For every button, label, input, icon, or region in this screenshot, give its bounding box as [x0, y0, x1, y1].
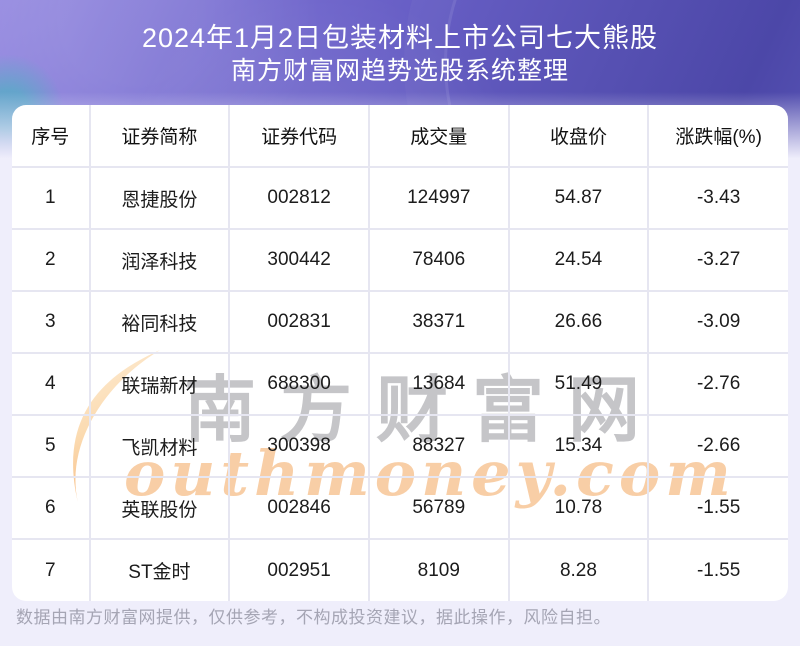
- table-row: 4 联瑞新材 688300 13684 51.49 -2.76: [12, 353, 788, 416]
- table-cell: 002846: [229, 477, 370, 540]
- table-cell: 8.28: [508, 539, 650, 601]
- table-cell: 54.87: [508, 167, 650, 230]
- table-cell: 恩捷股份: [89, 167, 231, 230]
- table-header-row: 序号 证券简称 证券代码 成交量 收盘价 涨跌幅(%): [12, 105, 788, 168]
- table-cell: 78406: [368, 229, 510, 292]
- table-cell: ST金时: [89, 539, 231, 601]
- table-cell: 88327: [368, 415, 510, 478]
- table-cell: 002812: [229, 167, 370, 230]
- table-cell: 裕同科技: [89, 291, 231, 354]
- column-header: 收盘价: [508, 105, 650, 168]
- table-cell: -3.09: [648, 291, 788, 354]
- table-cell: 26.66: [508, 291, 650, 354]
- table-cell: 2: [12, 229, 91, 292]
- column-header: 证券简称: [89, 105, 231, 168]
- table-cell: -1.55: [696, 559, 741, 581]
- table-cell: 124997: [368, 167, 510, 230]
- column-header: 成交量: [368, 105, 510, 168]
- table-cell: 3: [12, 291, 91, 354]
- stock-table-card: 南方财富网 outhmoney.com 序号 证券简称 证券代码 成交量 收盘价 涨跌幅(…: [12, 105, 788, 601]
- table-cell: 7: [12, 539, 91, 601]
- column-header: 涨跌幅(%): [648, 105, 788, 168]
- disclaimer-text: 数据由南方财富网提供，仅供参考，不构成投资建议，据此操作，风险自担。: [16, 608, 611, 627]
- table-cell: 15.34: [508, 415, 650, 478]
- table-cell: 002951: [229, 539, 370, 601]
- page-title: 2024年1月2日包装材料上市公司七大熊股: [141, 23, 659, 53]
- table-cell: 300442: [229, 229, 370, 292]
- table-row: 2 润泽科技 300442 78406 24.54 -3.27: [12, 229, 788, 292]
- table-row: 3 裕同科技 002831 38371 26.66 -3.09: [12, 291, 788, 354]
- table-cell: 1: [12, 167, 91, 230]
- table-cell: 6: [12, 477, 91, 540]
- table-cell: 51.49: [508, 353, 650, 416]
- table-cell: 002831: [229, 291, 370, 354]
- table-body: 1 恩捷股份 002812 124997 54.87 -3.43 2 润泽科技 300442 78…: [12, 167, 788, 601]
- table-cell: 24.54: [508, 229, 650, 292]
- table-cell: 8109: [368, 539, 510, 601]
- column-header: 序号: [12, 105, 91, 168]
- table-cell: 13684: [368, 353, 510, 416]
- table-row: 5 飞凯材料 300398 88327 15.34 -2.66: [12, 415, 788, 478]
- table-row: 6 英联股份 002846 56789 10.78 -1.55: [12, 477, 788, 540]
- banner-titles: 2024年1月2日包装材料上市公司七大熊股 南方财富网趋势选股系统整理: [0, 0, 800, 87]
- table-cell: 4: [12, 353, 91, 416]
- page-subtitle: 南方财富网趋势选股系统整理: [230, 57, 569, 85]
- table-cell: 10.78: [508, 477, 650, 540]
- table-row: 1 恩捷股份 002812 124997 54.87 -3.43: [12, 167, 788, 230]
- table-cell: -1.55: [648, 477, 788, 540]
- column-header: 证券代码: [229, 105, 370, 168]
- table-cell: -3.27: [648, 229, 788, 292]
- table-cell: -3.43: [648, 167, 788, 230]
- table-cell: 688300: [229, 353, 370, 416]
- table-cell: 英联股份: [89, 477, 231, 540]
- table-cell: -2.66: [648, 415, 788, 478]
- table-cell: 5: [12, 415, 91, 478]
- stock-table: 序号 证券简称 证券代码 成交量 收盘价 涨跌幅(%) 1 恩捷股份 002812 124997…: [12, 105, 788, 601]
- table-cell: 38371: [368, 291, 510, 354]
- table-cell: -2.76: [648, 353, 788, 416]
- table-cell: 56789: [368, 477, 510, 540]
- table-cell: 飞凯材料: [89, 415, 231, 478]
- table-cell: 联瑞新材: [89, 353, 231, 416]
- table-cell: 300398: [229, 415, 370, 478]
- table-cell: 润泽科技: [89, 229, 231, 292]
- table-row: 7 ST金时 002951 8109 8.28 -1.55: [12, 539, 788, 601]
